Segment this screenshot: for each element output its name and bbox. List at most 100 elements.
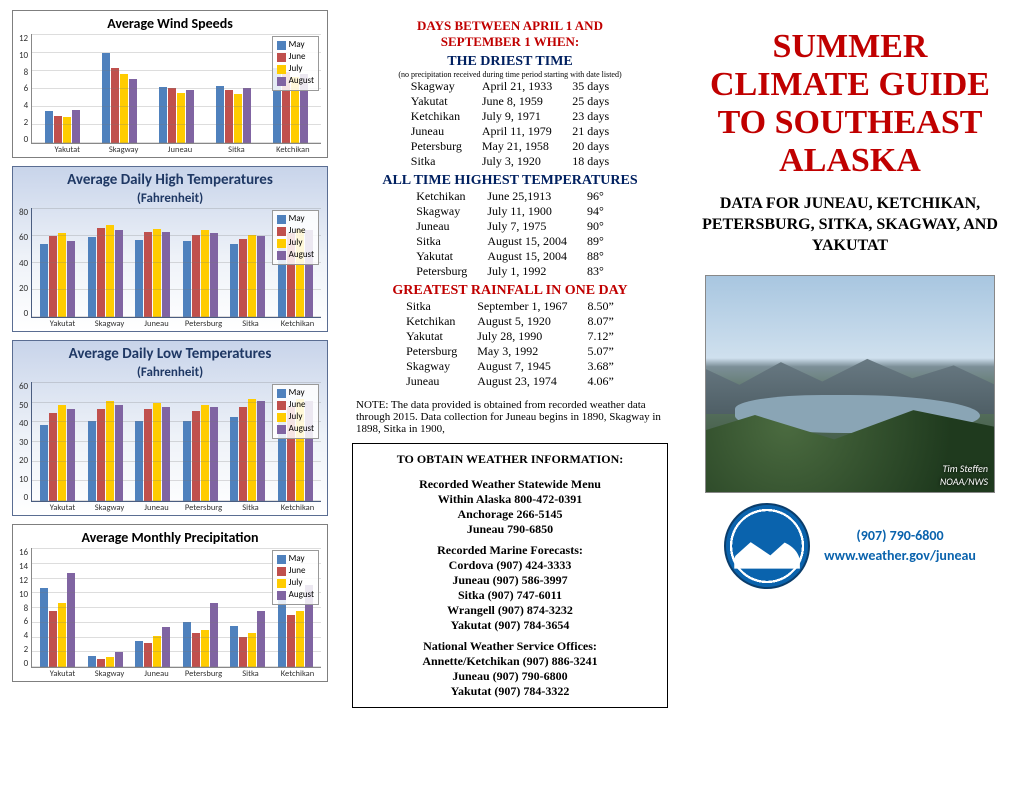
bar [135,421,143,501]
bar [177,93,185,143]
info-block3: Annette/Ketchikan (907) 886-3241Juneau (… [363,654,657,699]
bar [106,225,114,317]
highest-title: ALL TIME HIGHEST TEMPERATURES [352,173,668,189]
bar [106,401,114,501]
info-line: Juneau (907) 790-6800 [363,669,657,684]
bar-group [129,627,176,667]
bar-group [34,110,91,143]
contact-url[interactable]: www.weather.gov/juneau [824,547,976,564]
driest-note: (no precipitation received during time p… [352,70,668,79]
bar [257,236,265,317]
bar [88,656,96,667]
bar [72,110,80,143]
bar-group [34,573,81,667]
noaa-logo-icon [724,503,810,589]
bar-group [177,603,224,667]
bar [58,405,66,501]
driest-table: SkagwayApril 21, 193335 daysYakutatJune … [401,79,619,169]
bar [153,403,161,501]
bar [239,407,247,501]
bar-group [129,229,176,317]
table-row: SkagwayAugust 7, 19453.68” [396,359,624,374]
bar [192,633,200,667]
table-row: SkagwayJuly 11, 190094° [406,204,614,219]
bar [97,228,105,317]
contact-block: (907) 790-6800 www.weather.gov/juneau [824,526,976,565]
info-line: Annette/Ketchikan (907) 886-3241 [363,654,657,669]
chart-title: Average Daily High Temperatures [19,171,321,189]
bar [201,230,209,317]
table-row: KetchikanJuly 9, 197123 days [401,109,619,124]
bar-group [148,87,205,143]
bar [183,241,191,317]
bar [168,88,176,143]
info-line: Juneau 790-6850 [363,522,657,537]
bar [97,409,105,501]
table-row: KetchikanAugust 5, 19208.07” [396,314,624,329]
main-title: SUMMER CLIMATE GUIDE TO SOUTHEAST ALASKA [692,28,1008,180]
bar-group [224,235,271,318]
bar [67,409,75,501]
bar-group [82,401,129,501]
chart-title: Average Daily Low Temperatures [19,345,321,363]
bar [49,236,57,317]
chart-high: Average Daily High Temperatures (Fahrenhe… [12,166,328,332]
bar [88,237,96,317]
bar-group [82,652,129,667]
bar [135,240,143,317]
bar [216,86,224,143]
chart-title: Average Monthly Precipitation [19,529,321,546]
info-block1-head: Recorded Weather Statewide Menu [363,477,657,492]
data-note: NOTE: The data provided is obtained from… [356,399,664,435]
bar [230,417,238,501]
scenic-photo: Tim SteffenNOAA/NWS [705,275,995,493]
bar [230,244,238,317]
bar [88,421,96,501]
table-row: JuneauApril 11, 197921 days [401,124,619,139]
charts-column: Average Wind Speeds 024681012 MayJuneJul… [0,0,340,788]
bar [287,615,295,668]
bar-group [177,230,224,317]
bar [40,588,48,667]
photo-credit: Tim SteffenNOAA/NWS [940,462,988,488]
bar [201,630,209,668]
bar [225,90,233,143]
chart-legend: MayJuneJulyAugust [272,36,319,91]
bar [239,637,247,667]
table-row: YakutatAugust 15, 200488° [406,249,614,264]
bar-group [224,611,271,667]
bar [248,399,256,501]
bar [192,235,200,318]
table-row: YakutatJune 8, 195925 days [401,94,619,109]
info-block1: Within Alaska 800-472-0391Anchorage 266-… [363,492,657,537]
chart-subtitle: (Fahrenheit) [19,191,321,206]
chart-title: Average Wind Speeds [19,15,321,32]
driest-title: THE DRIEST TIME [352,54,668,70]
bar [162,407,170,501]
bar [278,600,286,668]
between-header-1: DAYS BETWEEN APRIL 1 AND [352,18,668,34]
chart-legend: MayJuneJulyAugust [272,210,319,265]
bar [201,405,209,501]
bar [159,87,167,143]
table-row: SkagwayApril 21, 193335 days [401,79,619,94]
bar [129,79,137,143]
bar [135,641,143,667]
info-line: Within Alaska 800-472-0391 [363,492,657,507]
bar [49,413,57,501]
table-row: KetchikanJune 25,191396° [406,189,614,204]
info-block3-head: National Weather Service Offices: [363,639,657,654]
weather-info-box: TO OBTAIN WEATHER INFORMATION: Recorded … [352,443,668,708]
bar [183,421,191,501]
noaa-row: (907) 790-6800 www.weather.gov/juneau [692,503,1008,589]
table-row: SitkaJuly 3, 192018 days [401,154,619,169]
bar [97,659,105,667]
bar [40,425,48,501]
bar-group [82,225,129,317]
bar [153,636,161,668]
subtitle: DATA FOR JUNEAU, KETCHIKAN, PETERSBURG, … [692,194,1008,256]
bar [210,407,218,501]
brochure-page: Average Wind Speeds 024681012 MayJuneJul… [0,0,1020,788]
bar [239,239,247,317]
chart-low: Average Daily Low Temperatures(Fahrenhei… [12,340,328,516]
